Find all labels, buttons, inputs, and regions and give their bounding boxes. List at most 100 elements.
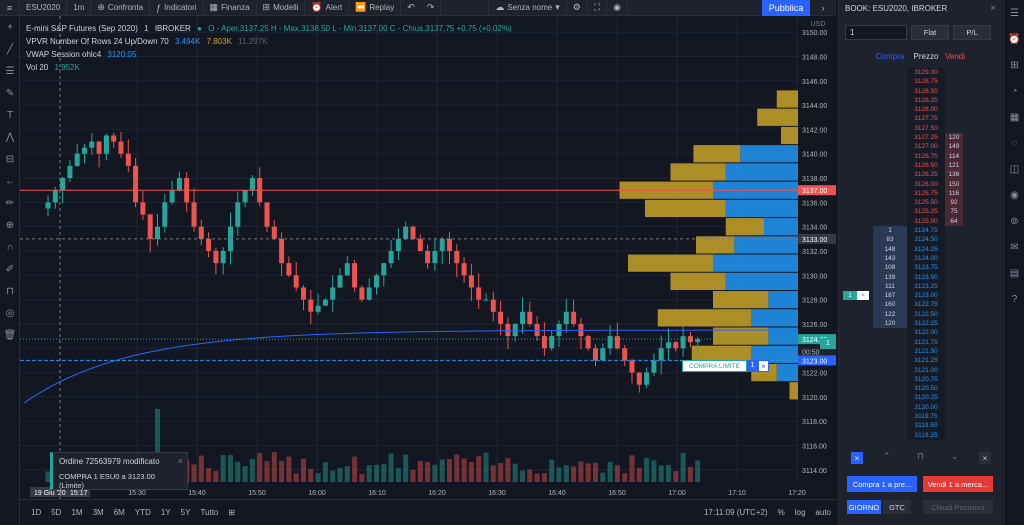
lock-drawing-tool[interactable]: ✐: [0, 258, 20, 280]
close-icon[interactable]: ×: [177, 456, 183, 466]
book-row[interactable]: 120 3122.25: [839, 319, 1003, 329]
text-tool[interactable]: T: [0, 104, 20, 126]
redo-button[interactable]: ↷: [421, 0, 442, 16]
position-qty-tag[interactable]: 1: [820, 338, 836, 349]
symbol-search[interactable]: ESU2020: [20, 0, 68, 16]
book-bid-size[interactable]: 120: [873, 319, 907, 329]
book-ask-size[interactable]: [945, 319, 963, 328]
vpvr-legend[interactable]: VPVR Number Of Rows 24 Up/Down 70 3.494K…: [26, 35, 512, 48]
chevron-up-icon[interactable]: ⌃: [883, 451, 891, 461]
book-ask-size[interactable]: [945, 96, 963, 105]
auto-toggle[interactable]: auto: [815, 508, 831, 517]
book-row[interactable]: 3127.75: [839, 114, 1003, 124]
book-ladder[interactable]: 3129.00 3128.75 3128.50 3128.25 3128.00 3127.…: [839, 68, 1003, 442]
book-bid-size[interactable]: [873, 403, 907, 412]
book-row[interactable]: 3127.50: [839, 123, 1003, 134]
book-ask-size[interactable]: [945, 431, 963, 440]
book-row[interactable]: 3125.75 116: [839, 188, 1003, 199]
book-bid-size[interactable]: 83: [873, 235, 907, 245]
book-bid-size[interactable]: 108: [873, 263, 907, 273]
book-ask-size[interactable]: 114: [945, 151, 963, 161]
sell-market-button[interactable]: Vendi 1 a merca...: [923, 476, 993, 492]
book-row[interactable]: 3128.00: [839, 105, 1003, 115]
book-bid-size[interactable]: [873, 356, 907, 365]
book-ask-size[interactable]: [945, 263, 963, 272]
vwap-legend[interactable]: VWAP Session ohlc4 3120.05: [26, 48, 512, 61]
book-bid-size[interactable]: [873, 366, 907, 375]
streams-widget[interactable]: ⊚: [1004, 208, 1024, 234]
book-row[interactable]: 3121.25: [839, 356, 1003, 366]
book-bid-size[interactable]: [873, 180, 907, 189]
visibility-tool[interactable]: ◎: [0, 302, 20, 324]
range-button[interactable]: 3M: [92, 508, 104, 517]
range-button[interactable]: 1Y: [160, 508, 171, 517]
range-button[interactable]: 6M: [113, 508, 125, 517]
publish-button[interactable]: Pubblica: [762, 0, 810, 16]
book-bid-size[interactable]: [873, 161, 907, 170]
book-row[interactable]: 3128.25: [839, 95, 1003, 106]
range-button[interactable]: YTD: [134, 508, 151, 517]
log-toggle[interactable]: log: [794, 508, 806, 517]
interval-button[interactable]: 1m: [67, 0, 92, 16]
book-ask-size[interactable]: [945, 347, 963, 356]
book-ask-size[interactable]: 120: [945, 133, 963, 143]
pl-button[interactable]: P/L: [953, 25, 991, 40]
goto-date-icon[interactable]: ⊞: [228, 508, 236, 517]
book-ask-size[interactable]: [945, 68, 963, 77]
book-bid-size[interactable]: [873, 384, 907, 393]
working-order-tag[interactable]: 1 ×: [843, 291, 871, 301]
book-bid-size[interactable]: 1: [873, 226, 907, 236]
book-bid-size[interactable]: [873, 198, 907, 207]
book-row[interactable]: 3127.25 120: [839, 133, 1003, 143]
book-bid-size[interactable]: [873, 96, 907, 105]
book-row[interactable]: 3120.00: [839, 402, 1003, 412]
book-row[interactable]: 3126.25 136: [839, 170, 1003, 180]
magnet-tool[interactable]: ∩: [0, 236, 20, 258]
book-bid-size[interactable]: [873, 114, 907, 123]
book-row[interactable]: 3119.25: [839, 430, 1003, 440]
book-row[interactable]: 3125.00 64: [839, 216, 1003, 227]
buy-market-button[interactable]: Compra 1 a pre...: [847, 476, 917, 492]
book-ask-size[interactable]: [945, 384, 963, 393]
zoom-tool[interactable]: ⊕: [0, 214, 20, 236]
book-bid-size[interactable]: [873, 170, 907, 179]
book-bid-size[interactable]: [873, 338, 907, 347]
book-ask-size[interactable]: [945, 403, 963, 412]
book-ask-size[interactable]: [945, 356, 963, 365]
percent-toggle[interactable]: %: [777, 508, 785, 517]
measure-tool[interactable]: ⊟: [0, 148, 20, 170]
indicators-button[interactable]: ƒ Indicatori: [150, 0, 204, 16]
book-ask-size[interactable]: [945, 338, 963, 347]
book-bid-size[interactable]: 160: [873, 300, 907, 310]
trash-tool[interactable]: 🗑: [0, 324, 20, 346]
ideas-widget[interactable]: ◉: [1004, 182, 1024, 208]
undo-button[interactable]: ↶: [401, 0, 421, 16]
book-row[interactable]: 143 3124.00: [839, 253, 1003, 264]
book-row[interactable]: 3125.50 92: [839, 198, 1003, 208]
book-row[interactable]: 160 3122.75: [839, 300, 1003, 310]
book-bid-size[interactable]: 122: [873, 309, 907, 320]
book-row[interactable]: 3120.75: [839, 374, 1003, 385]
book-ask-size[interactable]: [945, 291, 963, 300]
snapshot-button[interactable]: ◉: [607, 0, 629, 16]
settings-button[interactable]: ⚙: [567, 0, 588, 16]
alerts-widget[interactable]: ⏰: [1004, 26, 1024, 52]
book-bid-size[interactable]: 143: [873, 253, 907, 264]
book-bid-size[interactable]: [873, 77, 907, 86]
book-row[interactable]: 3126.00 150: [839, 179, 1003, 189]
models-button[interactable]: ⊞ Modelli: [257, 0, 306, 16]
flat-button[interactable]: Flat: [911, 25, 949, 40]
cancel-working-order-icon[interactable]: ×: [857, 291, 869, 301]
alert-button[interactable]: ⏰ Alert: [305, 0, 350, 16]
quantity-input[interactable]: 1: [845, 25, 907, 40]
menu-button[interactable]: ≡: [0, 0, 20, 16]
book-ask-size[interactable]: 136: [945, 170, 963, 180]
book-bid-size[interactable]: 139: [873, 272, 907, 282]
pattern-tool[interactable]: ⋀: [0, 126, 20, 148]
book-row[interactable]: 111 3123.25: [839, 281, 1003, 292]
book-row[interactable]: 3128.75: [839, 77, 1003, 87]
book-ask-size[interactable]: [945, 282, 963, 291]
book-row[interactable]: 3119.50: [839, 421, 1003, 431]
book-row[interactable]: 83 3124.50: [839, 235, 1003, 245]
book-row[interactable]: 187 3123.00 1 ×: [839, 291, 1003, 301]
